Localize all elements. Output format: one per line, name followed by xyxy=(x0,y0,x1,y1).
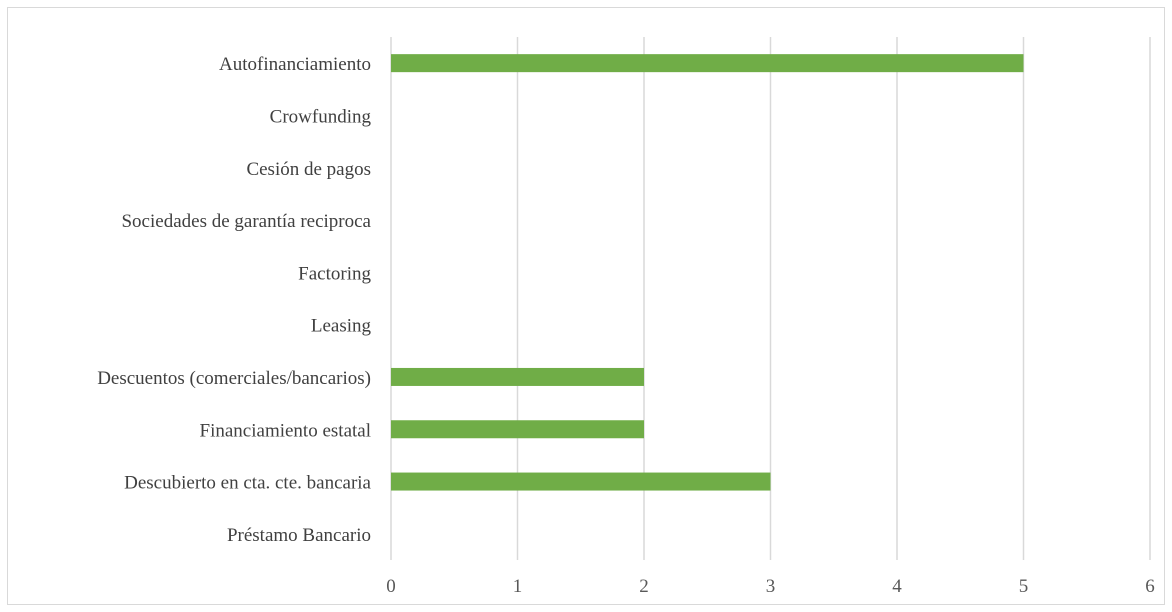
x-axis-tick-labels: 0 1 2 3 4 5 6 xyxy=(386,576,1155,597)
category-label: Autofinanciamiento xyxy=(219,54,371,75)
category-labels: Préstamo Bancario Descubierto en cta. cte… xyxy=(97,54,371,546)
bar xyxy=(391,54,1024,73)
bar xyxy=(391,420,644,439)
category-label: Sociedades de garantía reciproca xyxy=(121,211,371,232)
x-tick-label: 4 xyxy=(892,576,902,597)
chart-area xyxy=(7,7,1165,605)
category-label: Financiamiento estatal xyxy=(200,420,371,441)
x-tick-label: 2 xyxy=(639,576,649,597)
category-label: Préstamo Bancario xyxy=(227,525,371,546)
category-label: Leasing xyxy=(311,316,372,337)
x-tick-label: 1 xyxy=(513,576,523,597)
x-tick-label: 3 xyxy=(766,576,776,597)
category-label: Descuentos (comerciales/bancarios) xyxy=(97,368,371,389)
category-label: Crowfunding xyxy=(270,106,372,127)
x-tick-label: 0 xyxy=(386,576,396,597)
bar xyxy=(391,472,771,491)
category-label: Factoring xyxy=(298,263,371,284)
bars xyxy=(391,54,1024,491)
x-tick-label: 6 xyxy=(1145,576,1155,597)
x-tick-label: 5 xyxy=(1019,576,1029,597)
category-label: Cesión de pagos xyxy=(246,159,371,180)
category-label: Descubierto en cta. cte. bancaria xyxy=(124,473,371,494)
bar xyxy=(391,367,644,386)
